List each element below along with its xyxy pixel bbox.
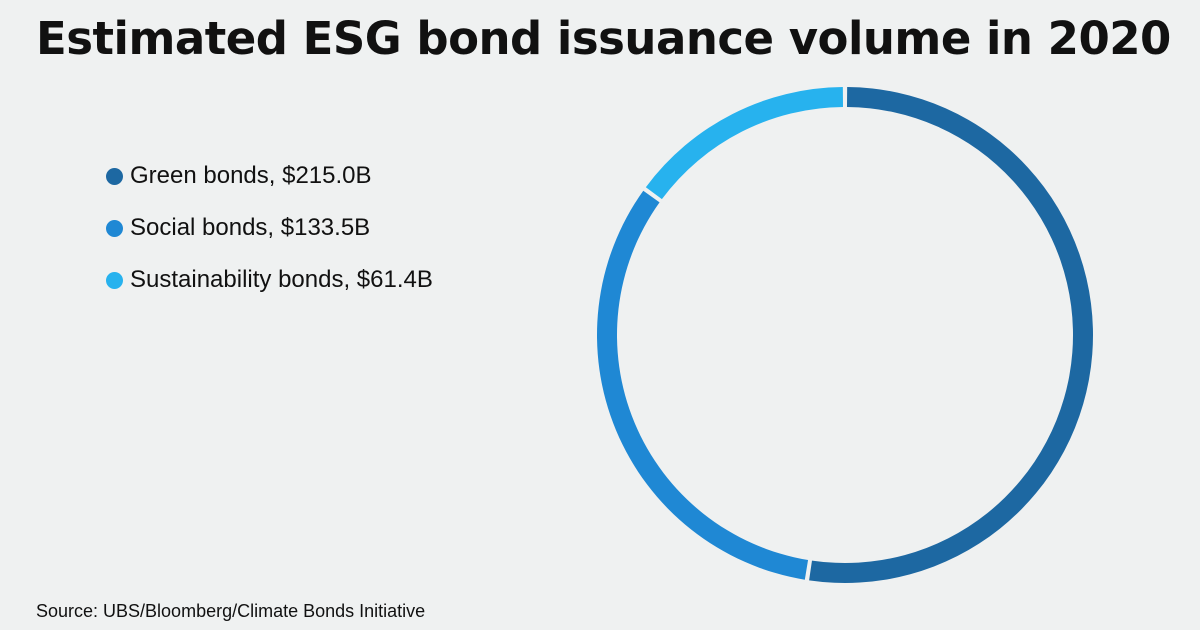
donut-chart xyxy=(596,87,1094,584)
legend-swatch-sustainability-bonds xyxy=(106,271,123,289)
source-note: Source: UBS/Bloomberg/Climate Bonds Init… xyxy=(36,601,426,621)
legend-item-social-bonds: Social bonds, $133.5B xyxy=(106,202,433,254)
legend-swatch-social-bonds xyxy=(106,219,123,237)
legend-item-green-bonds: Green bonds, $215.0B xyxy=(106,150,433,202)
legend-label-green-bonds: Green bonds, $215.0B xyxy=(130,162,372,189)
chart-legend: Green bonds, $215.0B Social bonds, $133.… xyxy=(106,150,433,306)
legend-item-sustainability-bonds: Sustainability bonds, $61.4B xyxy=(106,254,433,306)
legend-swatch-green-bonds xyxy=(106,167,123,185)
donut-slice-green-bonds xyxy=(809,87,1094,584)
donut-slice-social-bonds xyxy=(596,190,809,580)
legend-label-social-bonds: Social bonds, $133.5B xyxy=(130,214,371,241)
donut-slice-sustainability-bonds xyxy=(645,87,844,200)
legend-label-sustainability-bonds: Sustainability bonds, $61.4B xyxy=(130,266,433,293)
chart-title: Estimated ESG bond issuance volume in 20… xyxy=(36,12,1171,65)
